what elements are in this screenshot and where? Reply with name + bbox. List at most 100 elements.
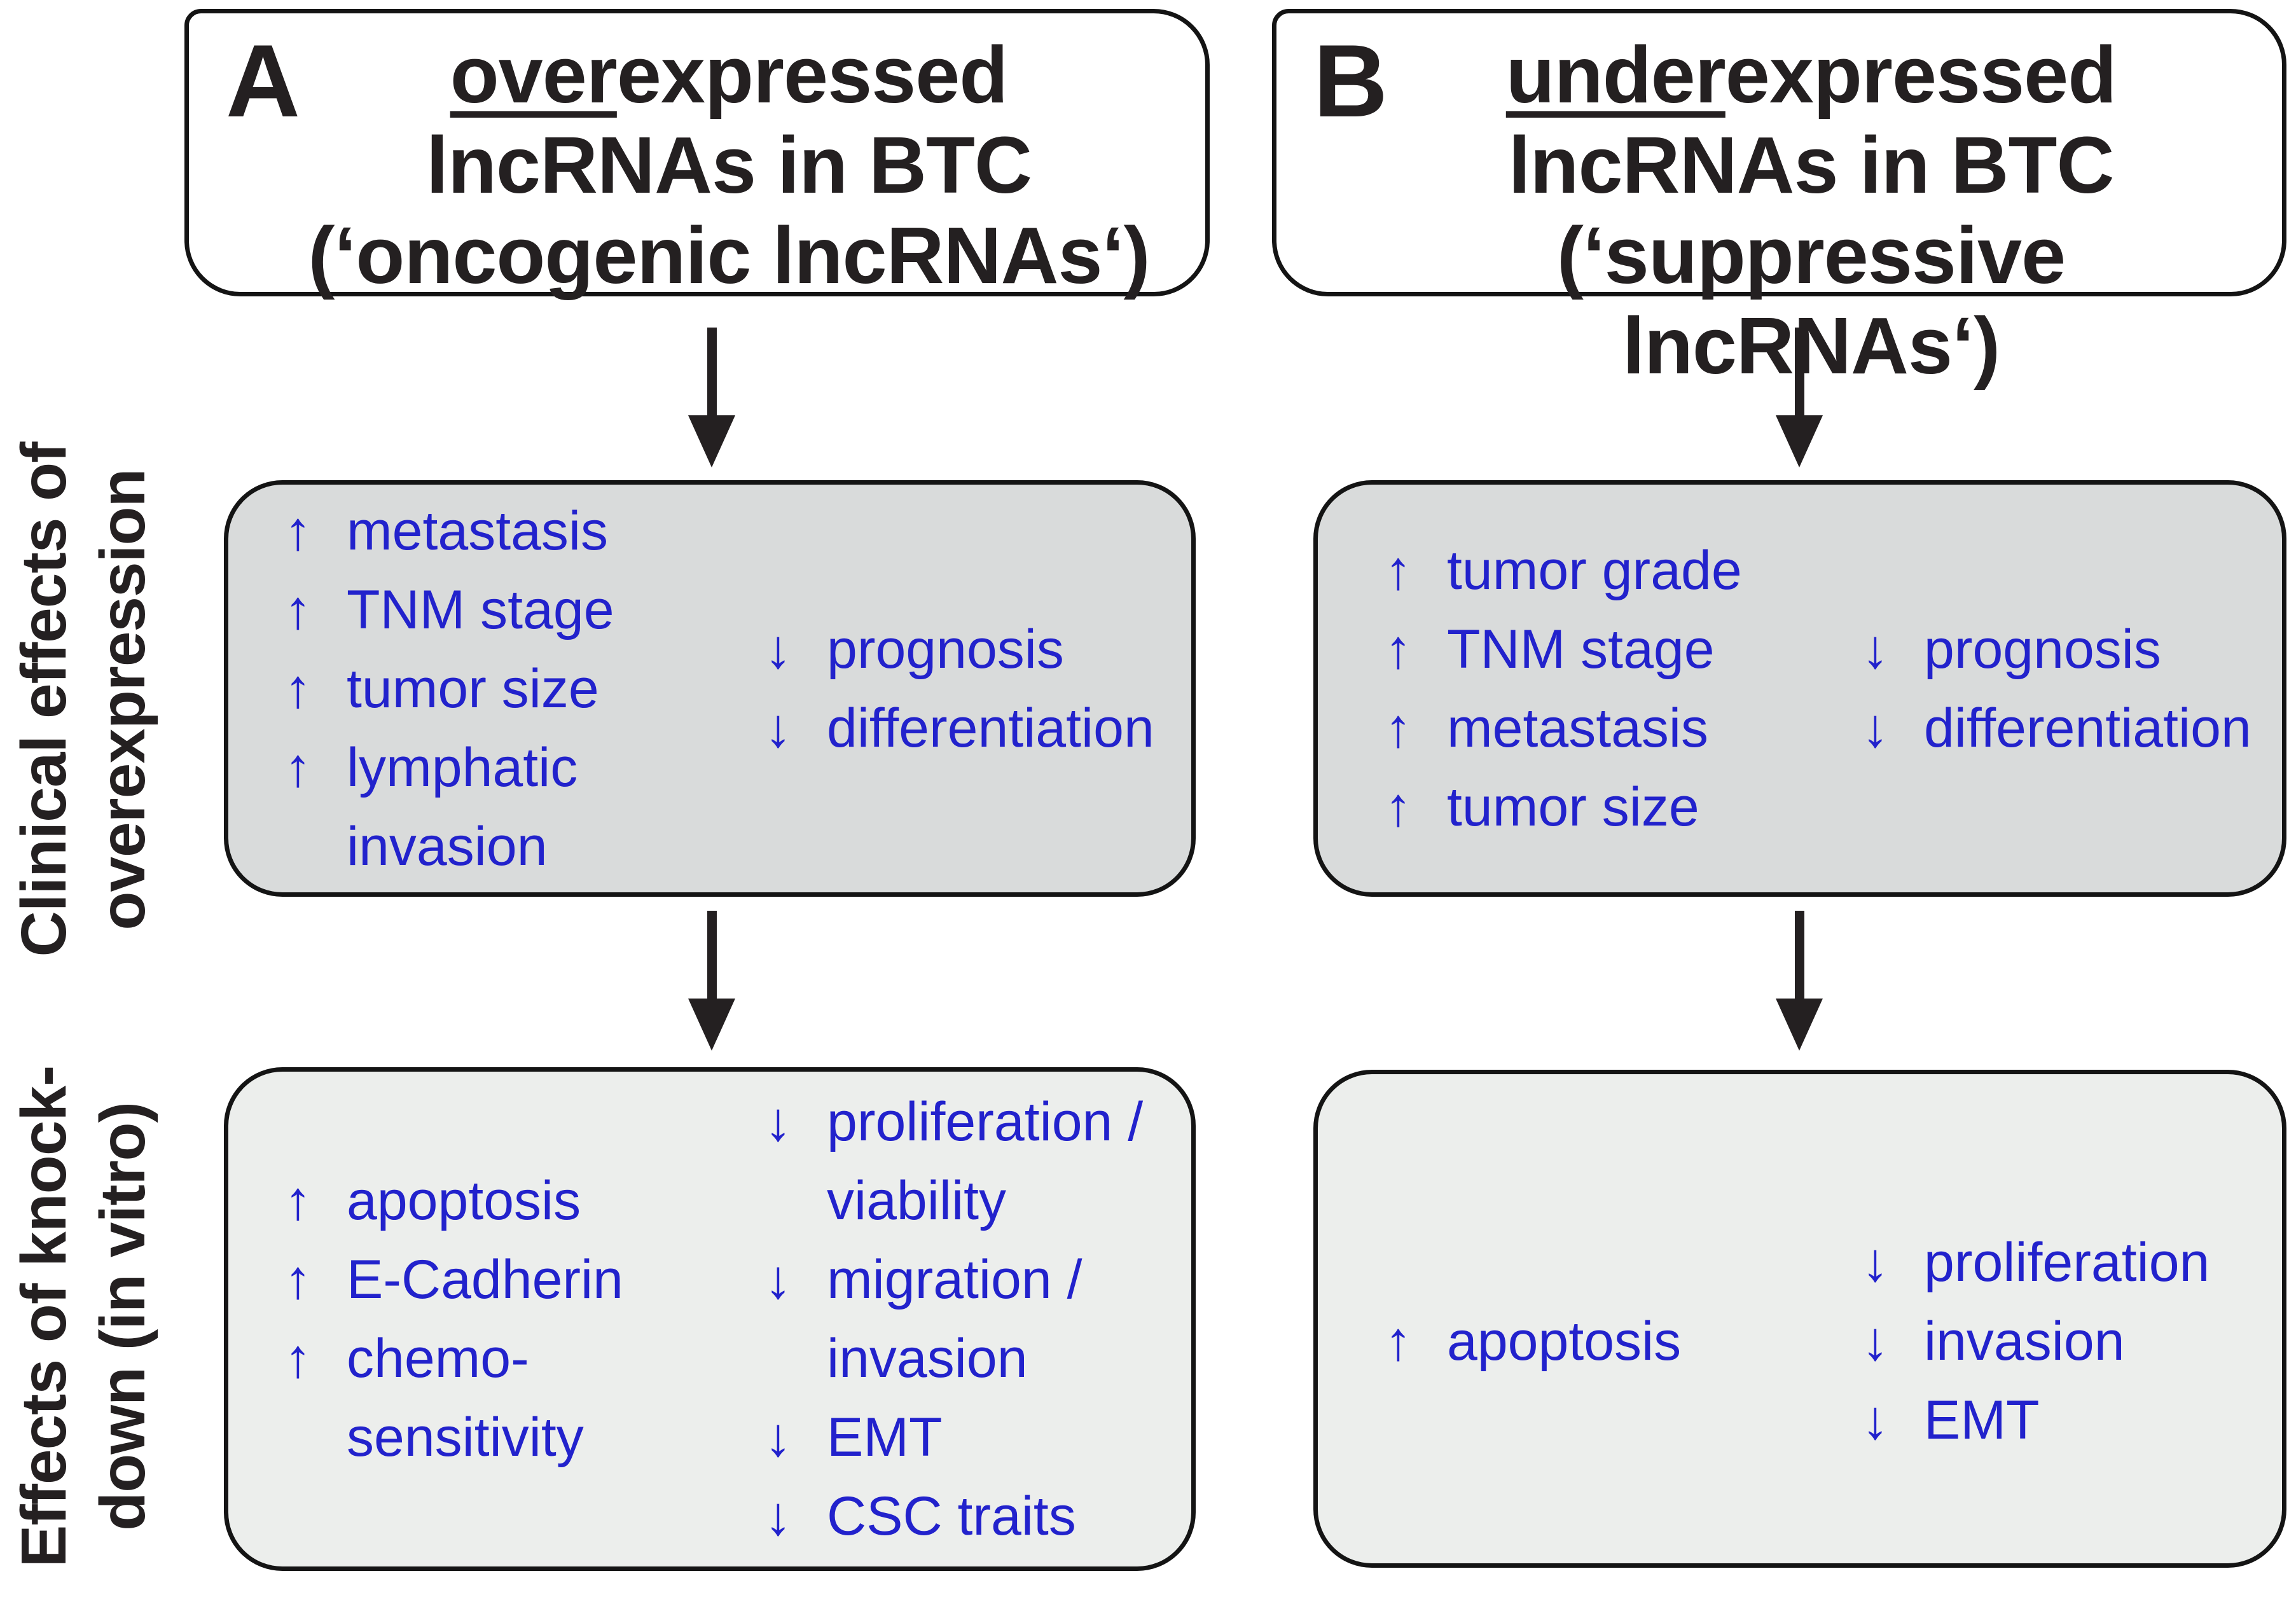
arrow-head [1776,999,1823,1051]
list-item-text: differentiation [1924,697,2251,759]
row-label-line: down (in vitro) [87,1102,158,1531]
list-item: ↓ invasion [1862,1302,2282,1381]
panel-b-title: underexpressed lncRNAs in BTC (‘suppress… [1276,13,2282,391]
list-item-continuation: sensitivity [284,1398,764,1477]
down-arrow-glyph: ↓ [1862,618,1889,680]
list-item: ↓ proliferation [1862,1223,2282,1302]
down-arrow-glyph: ↓ [764,1407,792,1468]
down-arrow-icon [688,328,736,467]
list-item-text: apoptosis [1447,1310,1682,1372]
arrow-stem [707,911,717,999]
list-item: ↓ prognosis [764,610,1191,689]
list-item: ↑ chemo- [284,1319,764,1398]
list-item: ↓ differentiation [1862,689,2282,768]
effects-column: ↓ prognosis ↓ differentiation [1862,485,2282,892]
list-item-text: E-Cadherin [347,1249,623,1310]
title-line-3: (‘suppressive lncRNAs‘) [1556,211,2066,391]
list-item: ↑ apoptosis [284,1161,764,1240]
down-arrow-glyph: ↓ [764,618,792,680]
row-label-line: Clinical effects of [8,442,80,957]
title-line-1: underexpressed [1372,30,2250,120]
list-item: ↓ differentiation [764,689,1191,768]
title-line-3: (‘oncogenic lncRNAs‘) [308,211,1150,300]
list-item-text: tumor size [1447,776,1699,838]
clinical-effects-box-b: ↑ tumor grade ↑ TNM stage ↑ metastasis ↑ tum… [1313,480,2286,897]
list-item-text: proliferation / [827,1091,1144,1152]
effects-column: ↑ apoptosis [1385,1074,1862,1563]
down-arrow-glyph: ↓ [1862,1389,1889,1451]
list-item-text: TNM stage [1447,618,1715,680]
list-item-text: viability [827,1170,1006,1231]
up-arrow-glyph: ↑ [1385,539,1412,601]
list-item-text: invasion [347,815,548,877]
list-item: ↓ CSC traits [764,1477,1191,1556]
list-item: ↑ TNM stage [284,570,764,649]
list-item-text: proliferation [1924,1231,2210,1293]
arrow-stem [1794,911,1804,999]
list-item: ↓ prognosis [1862,610,2282,689]
list-item: ↑ metastasis [284,492,764,570]
list-item: ↓ EMT [1862,1381,2282,1460]
down-arrow-glyph: ↓ [764,1249,792,1310]
down-arrow-icon [688,911,736,1051]
list-item: ↓ proliferation / [764,1082,1191,1161]
list-item-text: invasion [1924,1310,2125,1372]
arrow-head [1776,415,1823,467]
effects-column: ↑ metastasis ↑ TNM stage ↑ tumor size ↑ lymp… [284,485,764,892]
list-item-text: EMT [1924,1389,2040,1451]
list-item-continuation: invasion [764,1319,1191,1398]
list-item-text: apoptosis [347,1170,581,1231]
list-item-text: CSC traits [827,1486,1076,1547]
knockdown-effects-box-a: ↑ apoptosis ↑ E-Cadherin ↑ chemo- sensitivi… [224,1067,1196,1571]
row-label-line: overexpression [87,469,158,930]
list-item-continuation: invasion [284,807,764,886]
list-item-continuation: viability [764,1161,1191,1240]
list-item: ↑ tumor grade [1385,531,1862,610]
up-arrow-glyph: ↑ [1385,776,1412,838]
title-line-2: lncRNAs in BTC [1508,120,2114,210]
down-arrow-icon [1775,911,1823,1051]
list-item-text: metastasis [1447,697,1709,759]
title-rest: expressed [1725,30,2117,120]
arrow-stem [1794,328,1804,415]
effects-column: ↑ apoptosis ↑ E-Cadherin ↑ chemo- sensitivi… [284,1072,764,1566]
effects-column: ↓ proliferation ↓ invasion ↓ EMT [1862,1074,2282,1563]
knockdown-effects-box-b: ↑ apoptosis ↓ proliferation ↓ invasion ↓ EMT [1313,1070,2286,1568]
arrow-head [688,415,735,467]
list-item: ↑ apoptosis [1385,1302,1862,1381]
up-arrow-glyph: ↑ [284,658,312,719]
list-item: ↓ EMT [764,1398,1191,1477]
list-item-text: invasion [827,1328,1028,1389]
title-line-1: overexpressed [284,30,1173,120]
underlined-prefix: under [1505,30,1726,120]
list-item: ↑ E-Cadherin [284,1240,764,1319]
up-arrow-glyph: ↑ [284,1170,312,1231]
up-arrow-glyph: ↑ [284,500,312,562]
list-item-text: metastasis [347,500,609,562]
panel-a-header-box: A overexpressed lncRNAs in BTC (‘oncogen… [184,9,1210,300]
down-arrow-glyph: ↓ [764,697,792,759]
down-arrow-glyph: ↓ [1862,1231,1889,1293]
list-item-text: differentiation [827,697,1154,759]
list-item: ↑ tumor size [1385,768,1862,847]
row-label-knockdown-effects: Effects of knock- down (in vitro) [4,1030,163,1597]
up-arrow-glyph: ↑ [284,1249,312,1310]
list-item-text: TNM stage [347,579,614,640]
clinical-effects-box-a: ↑ metastasis ↑ TNM stage ↑ tumor size ↑ lymp… [224,480,1196,897]
effects-column: ↓ proliferation / viability ↓ migration / … [764,1072,1191,1566]
panel-a-letter: A [226,24,300,139]
title-rest: expressed [616,30,1008,120]
down-arrow-glyph: ↓ [764,1486,792,1547]
list-item-text: tumor size [347,658,599,719]
list-item: ↑ TNM stage [1385,610,1862,689]
list-item: ↑ lymphatic [284,728,764,807]
panel-b-letter: B [1313,24,1388,139]
list-item-text: sensitivity [347,1407,584,1468]
up-arrow-glyph: ↑ [284,1328,312,1389]
up-arrow-glyph: ↑ [284,579,312,640]
list-item: ↑ metastasis [1385,689,1862,768]
panel-b-header-box: B underexpressed lncRNAs in BTC (‘suppre… [1272,9,2286,391]
list-item: ↓ migration / [764,1240,1191,1319]
down-arrow-glyph: ↓ [764,1091,792,1152]
arrow-head [688,999,735,1051]
